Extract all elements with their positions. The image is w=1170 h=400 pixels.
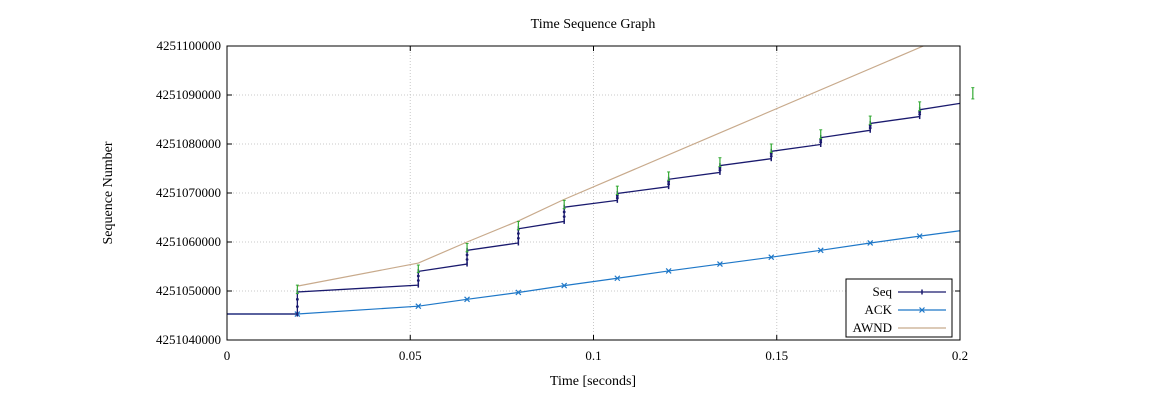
y-tick-label: 4251100000	[156, 38, 221, 53]
seq-segment-dot	[667, 182, 671, 186]
sack-mark	[868, 115, 872, 125]
seq-segment-dot	[819, 138, 823, 142]
plot-area	[227, 46, 960, 317]
legend-label-awnd: AWND	[853, 320, 892, 335]
ack-point	[665, 267, 672, 274]
seq-segment-dot	[465, 258, 469, 261]
x-tick-label: 0.05	[399, 348, 422, 363]
x-tick-label: 0	[224, 348, 231, 363]
y-tick-label: 4251070000	[156, 185, 221, 200]
sack-mark	[971, 87, 975, 100]
seq-segment-dot	[615, 194, 619, 198]
seq-segment-dot	[562, 210, 566, 214]
ack-series-line	[227, 230, 960, 315]
ack-point-stroke	[464, 296, 470, 303]
ack-point-stroke	[561, 282, 568, 289]
legend-label-seq: Seq	[873, 284, 893, 299]
x-tick-label: 0.2	[952, 348, 968, 363]
x-axis-title: Time [seconds]	[550, 374, 636, 389]
seq-segment-dot	[295, 305, 299, 309]
ack-point-stroke	[515, 289, 522, 296]
ack-point-stroke	[717, 261, 723, 267]
seq-segment-dot	[718, 166, 722, 170]
ack-point-stroke	[768, 254, 775, 261]
sack-mark	[562, 199, 566, 210]
ack-point-stroke	[614, 275, 621, 282]
sack-mark	[416, 264, 420, 273]
series-layer	[227, 46, 975, 317]
ack-point-stroke	[867, 240, 874, 246]
seq-segment-dot	[868, 126, 872, 130]
x-tick-label: 0.15	[765, 348, 788, 363]
ack-point	[464, 296, 470, 303]
ack-point	[867, 240, 874, 246]
awnd-series-line	[297, 46, 924, 287]
sack-mark	[718, 157, 722, 168]
y-tick-label: 4251040000	[156, 332, 221, 347]
seq-segment-dot	[295, 297, 299, 301]
sack-mark	[667, 171, 671, 181]
ack-point-stroke	[665, 267, 672, 274]
ack-point	[561, 282, 568, 289]
axis-ticks: 0 0.05 0.1 0.15 0.2 4251040000 4251050000 42510…	[156, 38, 968, 363]
legend: Seq ACK AWND	[845, 278, 953, 338]
y-tick-label: 4251060000	[156, 234, 221, 249]
sack-mark	[918, 101, 922, 112]
ack-point-stroke	[415, 303, 422, 310]
seq-segment-dot	[516, 232, 520, 235]
grid-lines	[227, 46, 960, 340]
sack-mark	[615, 185, 619, 195]
seq-segment-dot	[667, 180, 671, 184]
x-tick-label: 0.1	[585, 348, 601, 363]
y-tick-label: 4251050000	[156, 283, 221, 298]
sack-mark	[819, 129, 823, 140]
seq-segment-dot	[416, 274, 420, 278]
seq-segment-dot	[769, 152, 773, 156]
ack-point	[916, 233, 923, 240]
legend-box	[845, 278, 953, 338]
ack-point	[717, 261, 723, 267]
seq-segment-dot	[918, 112, 922, 116]
seq-segment-dot	[918, 110, 922, 114]
sack-mark	[465, 242, 469, 253]
seq-segment-dot	[416, 279, 420, 282]
ack-point	[768, 254, 775, 261]
sack-mark	[295, 284, 299, 294]
ack-point-stroke	[817, 247, 824, 254]
y-tick-label: 4251090000	[156, 87, 221, 102]
seq-segment-dot	[615, 196, 619, 200]
ack-point	[415, 303, 422, 310]
seq-segment-dot	[819, 140, 823, 144]
legend-marker-ack	[919, 307, 925, 313]
sack-mark	[769, 143, 773, 153]
chart-title: Time Sequence Graph	[531, 17, 656, 32]
ack-point	[817, 247, 824, 254]
ack-point-stroke	[916, 233, 923, 240]
y-axis-title: Sequence Number	[101, 141, 116, 244]
seq-segment-dot	[465, 253, 469, 257]
seq-segment-dot	[718, 168, 722, 172]
seq-segment-dot	[868, 124, 872, 128]
seq-segment-dot	[562, 215, 566, 219]
sack-mark	[516, 220, 520, 231]
seq-series-line	[227, 102, 960, 315]
seq-segment-dot	[769, 154, 773, 158]
legend-label-ack: ACK	[865, 302, 893, 317]
ack-point	[515, 289, 522, 296]
seq-segment-dot	[516, 236, 520, 240]
y-tick-label: 4251080000	[156, 136, 221, 151]
ack-point	[614, 275, 621, 282]
